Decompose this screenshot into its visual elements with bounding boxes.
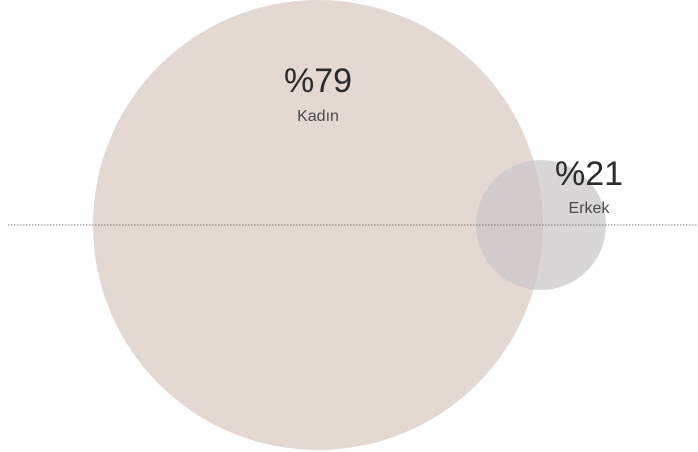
bubble-erkek bbox=[476, 160, 606, 290]
category-label-erkek: Erkek bbox=[569, 200, 611, 217]
percent-label-kadin: %79 bbox=[284, 62, 352, 100]
percent-label-erkek: %21 bbox=[555, 155, 623, 193]
category-label-kadin: Kadın bbox=[297, 108, 339, 125]
